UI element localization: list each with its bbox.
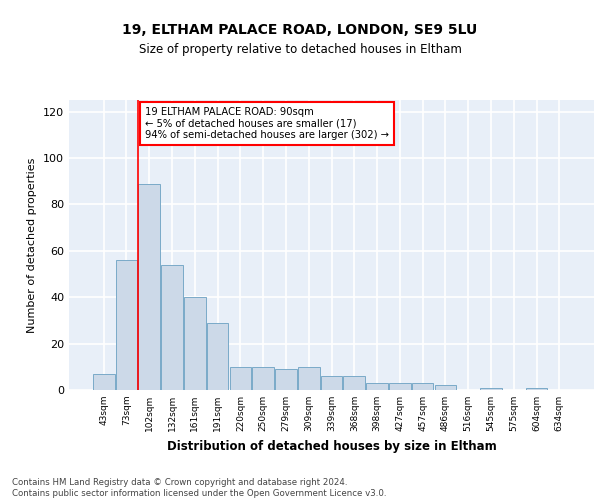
- Bar: [320, 376, 343, 390]
- Text: 19 ELTHAM PALACE ROAD: 90sqm
← 5% of detached houses are smaller (17)
94% of sem: 19 ELTHAM PALACE ROAD: 90sqm ← 5% of det…: [145, 107, 389, 140]
- Bar: [116, 260, 137, 390]
- Bar: [343, 376, 365, 390]
- Text: 19, ELTHAM PALACE ROAD, LONDON, SE9 5LU: 19, ELTHAM PALACE ROAD, LONDON, SE9 5LU: [122, 22, 478, 36]
- Bar: [275, 369, 297, 390]
- Bar: [184, 297, 206, 390]
- X-axis label: Distribution of detached houses by size in Eltham: Distribution of detached houses by size …: [167, 440, 496, 452]
- Text: Contains HM Land Registry data © Crown copyright and database right 2024.
Contai: Contains HM Land Registry data © Crown c…: [12, 478, 386, 498]
- Bar: [207, 322, 229, 390]
- Bar: [480, 388, 502, 390]
- Bar: [526, 388, 547, 390]
- Bar: [93, 374, 115, 390]
- Bar: [161, 264, 183, 390]
- Bar: [389, 383, 410, 390]
- Bar: [230, 367, 251, 390]
- Bar: [366, 383, 388, 390]
- Bar: [139, 184, 160, 390]
- Bar: [253, 367, 274, 390]
- Y-axis label: Number of detached properties: Number of detached properties: [28, 158, 37, 332]
- Bar: [434, 386, 456, 390]
- Bar: [412, 383, 433, 390]
- Text: Size of property relative to detached houses in Eltham: Size of property relative to detached ho…: [139, 42, 461, 56]
- Bar: [298, 367, 320, 390]
